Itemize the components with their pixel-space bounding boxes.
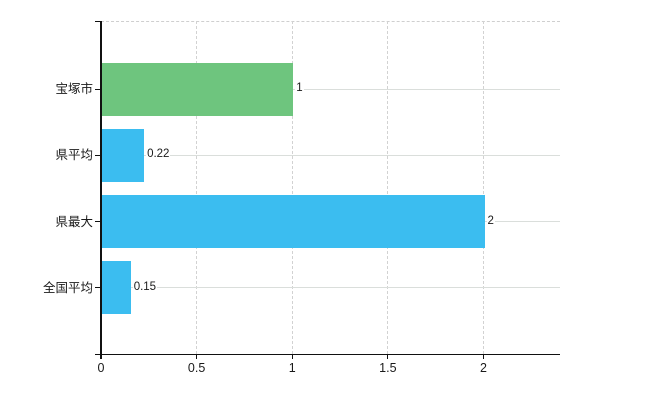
category-label: 宝塚市 <box>55 82 93 96</box>
x-gridline <box>387 21 389 354</box>
y-axis-tick <box>95 287 101 288</box>
bar-value-label: 0.22 <box>146 147 171 162</box>
bar <box>102 195 485 248</box>
bar <box>102 261 131 314</box>
y-gridline <box>101 88 560 90</box>
x-gridline <box>291 21 293 354</box>
x-axis-tick <box>387 354 389 359</box>
category-label: 県最大 <box>55 214 93 229</box>
x-tick-label: 2 <box>480 361 487 375</box>
x-tick-label: 0.5 <box>187 361 206 375</box>
plot-top-border <box>101 21 560 22</box>
x-gridline <box>483 21 484 354</box>
x-axis-tick <box>483 354 484 359</box>
bar-value-label: 0.15 <box>132 279 158 295</box>
x-axis-line <box>95 353 560 355</box>
bar <box>102 62 294 116</box>
y-gridline <box>101 287 560 288</box>
x-tick-label: 1 <box>288 361 296 375</box>
bar-value-label: 2 <box>486 213 495 229</box>
x-tick-label: 1.5 <box>379 361 397 375</box>
y-axis-end-tick <box>95 21 101 22</box>
category-label: 全国平均 <box>42 280 93 295</box>
x-axis-tick <box>291 354 293 359</box>
x-gridline <box>196 21 198 354</box>
y-axis-tick <box>95 88 101 90</box>
bar-value-label: 1 <box>295 81 304 96</box>
x-axis-tick <box>196 354 198 359</box>
x-axis-tick <box>100 354 102 359</box>
x-tick-label: 0 <box>97 361 105 375</box>
y-axis-line <box>100 21 102 359</box>
category-label: 県平均 <box>55 148 93 162</box>
bar <box>102 128 145 182</box>
y-axis-tick <box>95 154 101 156</box>
y-gridline <box>101 154 560 156</box>
y-axis-tick <box>95 221 101 222</box>
